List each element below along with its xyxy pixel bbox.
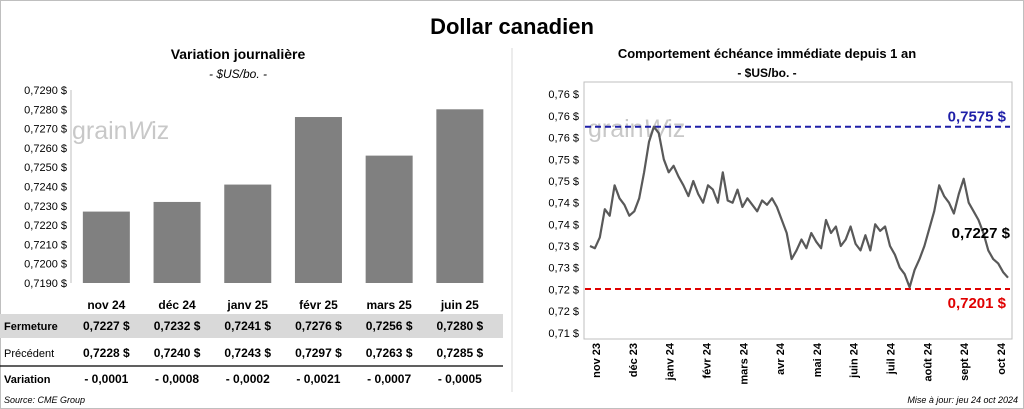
- high-value-label: 0,7575 $: [948, 109, 1007, 126]
- daily-chart-subtitle: - $US/bo. -: [209, 67, 267, 81]
- y-tick-label: 0,7250 $: [24, 162, 67, 174]
- bar: [436, 109, 484, 283]
- y-tick-label: 0,73 $: [548, 241, 579, 253]
- bar: [365, 155, 413, 283]
- x-category-label: janv 25: [226, 298, 268, 312]
- y-tick-label: 0,7210 $: [24, 239, 67, 251]
- x-tick-label: mai 24: [812, 342, 824, 377]
- page-title: Dollar canadien: [430, 14, 594, 39]
- table-cell: 0,7232 $: [154, 319, 201, 333]
- bar: [82, 211, 130, 283]
- x-tick-label: déc 23: [628, 343, 640, 377]
- table-cell: 0,7241 $: [224, 319, 271, 333]
- yearly-chart-plot-area: [583, 81, 1013, 340]
- y-tick-label: 0,7270 $: [24, 124, 67, 136]
- x-category-label: mars 25: [366, 298, 412, 312]
- table-cell: - 0,0002: [226, 372, 270, 386]
- x-tick-label: sept 24: [959, 342, 971, 381]
- table-cell: 0,7243 $: [224, 346, 271, 360]
- x-category-label: févr 25: [299, 298, 338, 312]
- y-tick-label: 0,73 $: [548, 263, 579, 275]
- table-cell: 0,7256 $: [366, 319, 413, 333]
- table-row-label: Fermeture: [4, 321, 58, 333]
- update-note: Mise à jour: jeu 24 oct 2024: [907, 395, 1018, 405]
- table-cell: - 0,0021: [296, 372, 340, 386]
- bar: [294, 117, 342, 284]
- table-band-fermeture: [0, 314, 503, 338]
- table-cell: 0,7280 $: [436, 319, 483, 333]
- table-cell: 0,7297 $: [295, 346, 342, 360]
- y-tick-label: 0,76 $: [548, 89, 579, 101]
- table-cell: 0,7240 $: [154, 346, 201, 360]
- x-category-label: juin 25: [440, 298, 479, 312]
- yearly-chart-annotations: 0,7575 $ 0,7201 $ 0,7227 $: [948, 109, 1011, 312]
- table-cell: - 0,0007: [367, 372, 411, 386]
- price-series-line: [589, 125, 1009, 289]
- table-cell: - 0,0005: [438, 372, 482, 386]
- yearly-chart-axis: 0,71 $ 0,72 $ 0,72 $ 0,73 $ 0,73 $ 0,74 $ 0,74…: [548, 89, 1008, 384]
- watermark-logo-right: grainWiz: [588, 115, 685, 143]
- x-tick-label: août 24: [922, 342, 934, 381]
- y-tick-label: 0,71 $: [548, 328, 579, 340]
- price-table: Fermeture 0,7227 $ 0,7232 $ 0,7241 $ 0,7276 …: [0, 314, 503, 386]
- y-tick-label: 0,72 $: [548, 306, 579, 318]
- y-tick-label: 0,75 $: [548, 176, 579, 188]
- watermark-logo: grainWiz: [72, 117, 169, 145]
- daily-chart-x-labels: nov 24 déc 24 janv 25 févr 25 mars 25 juin 25: [87, 298, 479, 312]
- low-value-label: 0,7201 $: [948, 295, 1007, 312]
- table-cell: 0,7263 $: [366, 346, 413, 360]
- x-tick-label: mars 24: [738, 342, 750, 384]
- y-tick-label: 0,7190 $: [24, 278, 67, 290]
- y-tick-label: 0,76 $: [548, 133, 579, 145]
- y-tick-label: 0,7230 $: [24, 201, 67, 213]
- y-tick-label: 0,7200 $: [24, 259, 67, 271]
- x-tick-label: févr 24: [701, 342, 713, 378]
- y-tick-label: 0,7260 $: [24, 143, 67, 155]
- table-cell: - 0,0008: [155, 372, 199, 386]
- y-tick-label: 0,75 $: [548, 154, 579, 166]
- yearly-chart-title: Comportement échéance immédiate depuis 1…: [618, 46, 916, 61]
- source-note: Source: CME Group: [4, 395, 86, 405]
- y-tick-label: 0,7240 $: [24, 182, 67, 194]
- daily-chart-bars: [82, 109, 484, 284]
- x-tick-label: juil 24: [886, 342, 898, 375]
- daily-chart-axis: 0,7190 $ 0,7200 $ 0,7210 $ 0,7220 $ 0,7230 $…: [24, 85, 72, 290]
- x-category-label: nov 24: [87, 298, 125, 312]
- y-tick-label: 0,76 $: [548, 111, 579, 123]
- table-cell: 0,7276 $: [295, 319, 342, 333]
- last-value-label: 0,7227 $: [952, 225, 1011, 242]
- daily-variation-chart: Variation journalière - $US/bo. - grainW…: [0, 46, 503, 386]
- table-row-label: Précédent: [4, 348, 54, 360]
- x-tick-label: avr 24: [775, 342, 787, 375]
- x-tick-label: nov 23: [591, 343, 603, 378]
- y-tick-label: 0,7280 $: [24, 104, 67, 116]
- bar: [153, 201, 201, 283]
- table-cell: 0,7227 $: [83, 319, 130, 333]
- table-cell: - 0,0001: [84, 372, 128, 386]
- x-tick-label: janv 24: [665, 342, 677, 381]
- table-cell: 0,7285 $: [436, 346, 483, 360]
- y-tick-label: 0,7290 $: [24, 85, 67, 97]
- table-row-label: Variation: [4, 374, 51, 386]
- x-category-label: déc 24: [158, 298, 196, 312]
- bar: [224, 184, 272, 283]
- yearly-behavior-chart: Comportement échéance immédiate depuis 1…: [548, 46, 1013, 385]
- yearly-chart-subtitle: - $US/bo. -: [737, 66, 796, 80]
- y-tick-label: 0,74 $: [548, 219, 579, 231]
- table-cell: 0,7228 $: [83, 346, 130, 360]
- y-tick-label: 0,74 $: [548, 198, 579, 210]
- x-tick-label: juin 24: [849, 342, 861, 379]
- y-tick-label: 0,7220 $: [24, 220, 67, 232]
- y-tick-label: 0,72 $: [548, 284, 579, 296]
- x-tick-label: oct 24: [996, 342, 1008, 375]
- daily-chart-title: Variation journalière: [171, 46, 306, 62]
- yearly-chart-reference-lines: [585, 125, 1010, 291]
